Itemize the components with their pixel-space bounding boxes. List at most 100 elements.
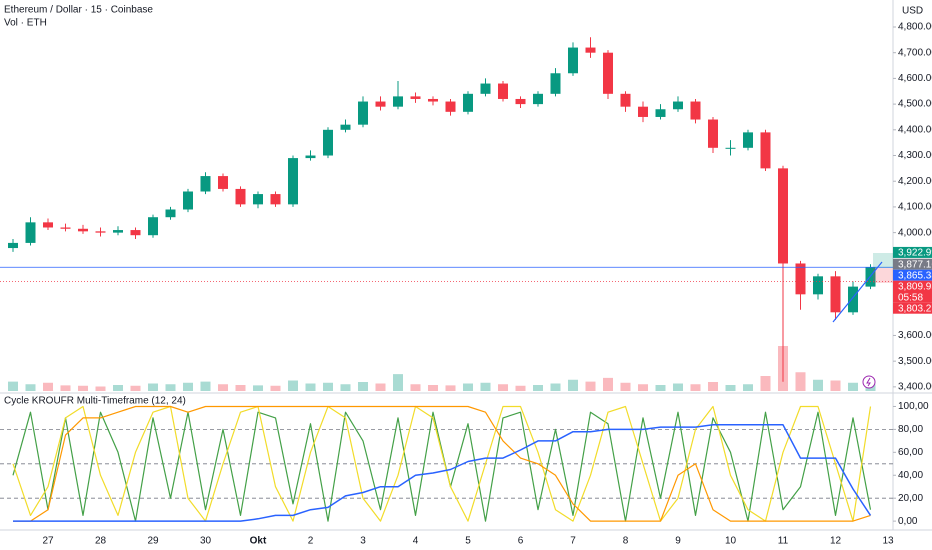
y-tick-label: 3,500.00 [898,356,932,367]
volume-bar [673,383,683,391]
y-tick-label: 4,600.00 [898,73,932,84]
volume-bar [200,381,211,391]
candle-body [270,194,281,205]
candle-body [848,286,858,313]
price-marker-label: 3,809.95 [898,281,932,292]
volume-bar [655,385,666,391]
x-tick-label: 27 [42,536,54,547]
volume-bar [603,377,613,391]
candle-body [568,47,578,74]
y-tick-label: 4,300.00 [898,150,932,161]
x-tick-label: 8 [623,536,629,547]
y-tick-label: 20,00 [898,493,923,504]
volume-bar [393,374,403,391]
candle-body [813,276,823,295]
y-tick-label: 4,400.00 [898,124,932,135]
volume-bar [95,386,106,391]
x-tick-label: 28 [95,536,107,547]
volume-label: Vol · ETH [4,18,47,29]
x-tick-label: 6 [518,536,524,547]
candle-body [655,109,666,117]
indicator-line [12,411,872,522]
price-marker [893,280,932,303]
volume-bar [725,385,736,391]
volume-bar [375,383,386,391]
candle-body [550,73,561,94]
candle-body [533,93,543,105]
price-marker-label: 3,922.99 [898,248,932,259]
volume-bar [638,384,648,391]
x-tick-label: 3 [360,536,366,547]
candle-body [25,222,36,243]
candle-body [130,230,141,236]
y-tick-label: 60,00 [898,447,923,458]
y-tick-label: 80,00 [898,424,923,435]
candle-body [673,101,683,110]
volume-bar [585,381,596,391]
price-marker [893,269,932,281]
volume-bar [480,382,491,391]
volume-bar [113,385,123,391]
indicator-line [12,405,872,522]
volume-bar [813,379,823,391]
y-tick-label: 4,200.00 [898,176,932,187]
volume-bar [25,384,36,391]
candle-body [830,276,841,313]
candle-body [725,147,736,149]
candle-body [183,191,193,210]
candle-body [480,83,491,94]
candle-body [253,194,263,205]
x-tick-label: 7 [570,536,576,547]
volume-bar [305,383,316,391]
y-tick-label: 4,000.00 [898,227,932,238]
candle-body [445,101,456,112]
volume-bar [43,382,53,391]
y-tick-label: 4,800.00 [898,22,932,33]
alert-icon[interactable] [862,375,876,389]
x-tick-label: 2 [308,536,314,547]
volume-bar [848,382,858,391]
volume-bar [410,384,421,391]
x-tick-label: 10 [725,536,737,547]
alert-bolt [866,377,871,387]
candle-body [95,231,106,233]
x-tick-label: 13 [882,536,894,547]
volume-bar [533,385,543,391]
price-marker [893,302,932,314]
x-tick-label: 30 [200,536,212,547]
candle-body [498,83,508,99]
volume-bar [60,385,71,391]
volume-bar [253,385,263,391]
candle-body [235,188,246,205]
volume-bar [463,383,473,391]
volume-bar [568,379,578,391]
candle-body [638,106,648,117]
volume-bar [428,385,438,391]
candle-body [375,101,386,107]
countdown: 05:58 [898,292,923,303]
candle-body [358,101,368,125]
indicator-line [13,424,872,522]
volume-bar [340,384,351,391]
candle-body [305,155,316,159]
y-tick-label: 40,00 [898,470,923,481]
price-marker-label: 3,877.16 [898,259,932,270]
volume-bar [270,385,281,391]
x-tick-label: 5 [465,536,471,547]
x-tick-label: Okt [250,536,267,547]
volume-bar [550,383,561,391]
candle-body [43,222,53,228]
candle-body [165,209,176,218]
volume-bar [183,382,193,391]
indicator-title: Cycle KROUFR Multi-Timeframe (12, 24) [4,396,186,407]
volume-bar [8,381,18,391]
candle-body [585,47,596,53]
volume-bar [235,385,246,391]
volume-bar [498,384,508,391]
candle-body [410,96,421,99]
candle-body [603,52,613,94]
indicator-line [13,405,871,522]
volume-bar [148,383,158,391]
candle-body [690,101,701,120]
